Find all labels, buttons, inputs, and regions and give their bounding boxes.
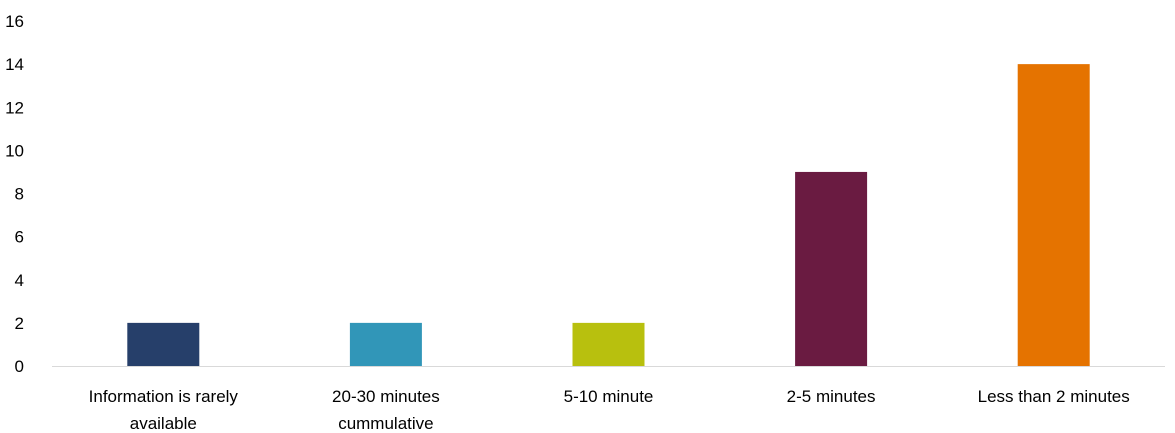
x-category-label-2-line-0: 5-10 minute — [564, 387, 654, 406]
x-category-label-4: Less than 2 minutes — [978, 387, 1130, 406]
y-tick-label-2: 2 — [15, 314, 24, 333]
x-category-label-3-line-0: 2-5 minutes — [787, 387, 876, 406]
x-category-label-0: Information is rarely available — [89, 387, 239, 433]
x-category-label-1-line-1: cummulative — [338, 414, 433, 433]
x-category-label-2: 5-10 minute — [564, 387, 654, 406]
y-tick-label-16: 16 — [5, 12, 24, 31]
x-category-label-4-line-0: Less than 2 minutes — [978, 387, 1130, 406]
x-category-label-1: 20-30 minutes cummulative — [332, 387, 440, 433]
bar-3 — [795, 171, 868, 366]
y-tick-label-6: 6 — [15, 228, 24, 247]
bar-0 — [127, 322, 200, 366]
y-axis-tick-labels: 0 2 4 6 8 10 12 14 16 — [5, 12, 24, 376]
x-category-label-0-line-0: Information is rarely — [89, 387, 239, 406]
x-category-label-0-line-1: available — [130, 414, 197, 433]
y-tick-label-0: 0 — [15, 357, 24, 376]
y-tick-label-8: 8 — [15, 185, 24, 204]
y-tick-label-10: 10 — [5, 141, 24, 160]
y-tick-label-4: 4 — [15, 271, 24, 290]
bar-4 — [1017, 64, 1090, 366]
y-tick-label-12: 12 — [5, 98, 24, 117]
bars-group — [127, 64, 1090, 366]
bar-2 — [572, 322, 645, 366]
x-category-label-3: 2-5 minutes — [787, 387, 876, 406]
x-axis-category-labels: Information is rarely available 20-30 minu… — [89, 387, 1130, 433]
bar-1 — [349, 322, 422, 366]
x-category-label-1-line-0: 20-30 minutes — [332, 387, 440, 406]
y-tick-label-14: 14 — [5, 55, 24, 74]
